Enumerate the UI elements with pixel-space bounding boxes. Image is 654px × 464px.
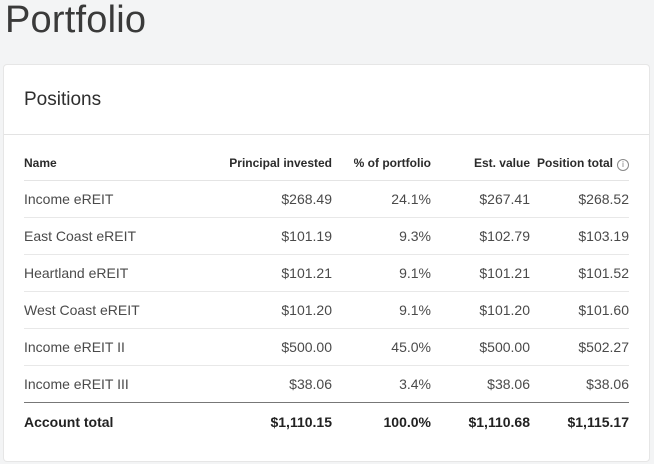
column-header-position-total: Position total i [530, 146, 629, 181]
cell-principal: $268.49 [194, 180, 332, 218]
table-header-row: Name Principal invested % of portfolio E… [24, 146, 629, 181]
cell-position-total: $103.19 [530, 217, 629, 255]
cell-est-value: $267.41 [431, 180, 530, 218]
cell-name: East Coast eREIT [24, 217, 194, 255]
cell-percent: 9.1% [332, 254, 431, 292]
positions-table: Name Principal invested % of portfolio E… [24, 146, 629, 440]
positions-title: Positions [24, 88, 102, 110]
cell-name: Income eREIT III [24, 376, 129, 392]
cell-est-value: $101.20 [431, 291, 530, 329]
total-principal: $1,110.15 [194, 402, 332, 440]
table-row: Heartland eREIT $101.21 9.1% $101.21 $10… [24, 254, 629, 292]
cell-position-total: $101.60 [530, 291, 629, 329]
page-title: Portfolio [5, 0, 147, 41]
positions-card-header: Positions [4, 65, 649, 135]
cell-name: Heartland eREIT [24, 254, 194, 292]
column-header-name: Name [24, 146, 194, 181]
column-header-est-value: Est. value [431, 146, 530, 181]
account-total-row: Account total $1,110.15 100.0% $1,110.68… [24, 402, 629, 440]
cell-principal: $101.21 [194, 254, 332, 292]
cell-principal: $500.00 [194, 328, 332, 366]
column-header-percent: % of portfolio [332, 146, 431, 181]
table-row: West Coast eREIT $101.20 9.1% $101.20 $1… [24, 291, 629, 329]
cell-percent: 9.1% [332, 291, 431, 329]
cell-name: West Coast eREIT [24, 291, 194, 329]
column-header-position-total-label: Position total [537, 155, 613, 170]
cell-percent: 3.4% [399, 376, 431, 392]
total-est-value: $1,110.68 [431, 402, 530, 440]
cell-principal: $38.06 [289, 376, 332, 392]
cell-percent: 45.0% [332, 328, 431, 366]
cell-percent: 9.3% [332, 217, 431, 255]
table-row: Income eREIT $268.49 24.1% $267.41 $268.… [24, 180, 629, 218]
cell-position-total: $268.52 [530, 180, 629, 218]
cell-name: Income eREIT [24, 180, 194, 218]
total-position-total: $1,115.17 [530, 402, 629, 440]
cell-principal: $101.20 [194, 291, 332, 329]
cell-principal: $101.19 [194, 217, 332, 255]
cell-position-total: $101.52 [530, 254, 629, 292]
table-row: East Coast eREIT $101.19 9.3% $102.79 $1… [24, 217, 629, 255]
table-row: Income eREIT III $38.06 3.4% $38.06 $38.… [24, 366, 629, 403]
info-icon[interactable]: i [617, 158, 629, 171]
column-header-principal: Principal invested [194, 146, 332, 181]
cell-est-value: $101.21 [431, 254, 530, 292]
cell-position-total: $38.06 [586, 376, 629, 392]
cell-est-value: $102.79 [431, 217, 530, 255]
cell-name: Income eREIT II [24, 328, 194, 366]
total-name: Account total [24, 402, 194, 440]
table-row: Income eREIT II $500.00 45.0% $500.00 $5… [24, 328, 629, 366]
cell-est-value: $38.06 [487, 376, 530, 392]
total-percent: 100.0% [332, 402, 431, 440]
cell-position-total: $502.27 [530, 328, 629, 366]
positions-card: Positions Name Principal invested % of p… [4, 65, 649, 461]
cell-est-value: $500.00 [431, 328, 530, 366]
cell-percent: 24.1% [332, 180, 431, 218]
